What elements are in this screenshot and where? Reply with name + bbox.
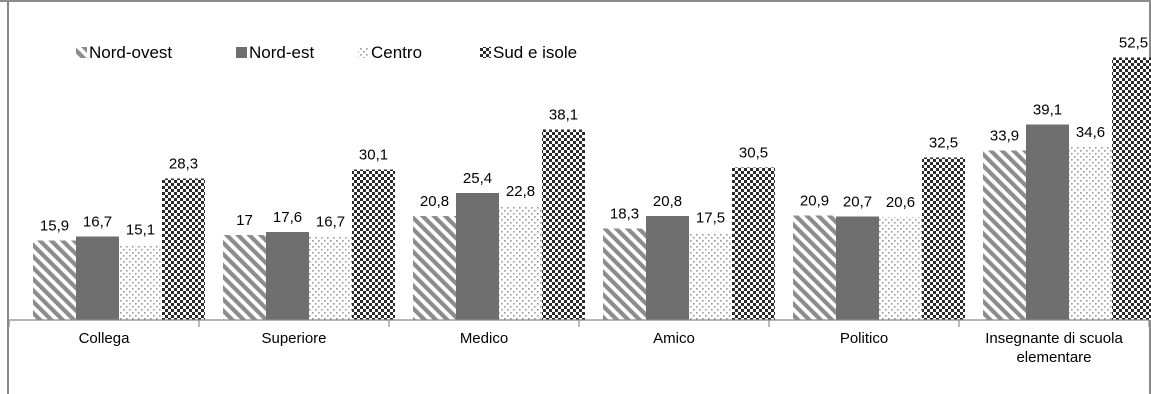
bars	[33, 57, 1151, 320]
value-label-centro-5: 20,6	[886, 194, 915, 211]
bar-centro-2	[309, 236, 352, 320]
category-label-6: Insegnante di scuola elementare	[985, 330, 1123, 366]
bar-nord-est-2	[266, 232, 309, 320]
legend-swatch-nord-est	[236, 47, 247, 58]
value-labels: 15,9 17 20,8 18,3 20,9 33,9 16,7 17,6 25,4 20,8 20…	[40, 35, 1148, 239]
bar-nord-ovest-3	[413, 216, 456, 320]
bar-nord-ovest-2	[223, 235, 266, 320]
bar-centro-5	[879, 217, 922, 320]
value-label-sud-e-isole-6: 52,5	[1119, 35, 1148, 52]
value-label-nord-ovest-1: 15,9	[40, 218, 69, 235]
value-label-sud-e-isole-2: 30,1	[359, 147, 388, 164]
legend-swatch-centro	[358, 47, 369, 58]
value-label-centro-1: 15,1	[126, 222, 155, 239]
value-label-centro-6: 34,6	[1076, 124, 1105, 141]
bar-nord-ovest-6	[983, 150, 1026, 320]
category-label-3: Medico	[460, 330, 508, 347]
value-label-centro-2: 16,7	[316, 214, 345, 231]
value-label-nord-est-3: 25,4	[463, 170, 492, 187]
category-label-2: Superiore	[261, 330, 326, 347]
bar-centro-3	[499, 206, 542, 320]
category-label-5: Politico	[840, 330, 888, 347]
bar-sud-e-isole-5	[922, 157, 965, 320]
value-label-nord-est-4: 20,8	[653, 193, 682, 210]
legend-swatch-nord-ovest	[76, 47, 87, 58]
bar-sud-e-isole-3	[542, 129, 585, 320]
legend: Nord-ovest Nord-est Centro Sud e isole	[76, 43, 577, 62]
value-label-nord-est-6: 39,1	[1033, 102, 1062, 119]
x-axis	[8, 319, 1150, 327]
bar-centro-4	[689, 232, 732, 320]
bar-sud-e-isole-4	[732, 167, 775, 320]
value-label-nord-ovest-5: 20,9	[800, 193, 829, 210]
value-label-sud-e-isole-1: 28,3	[169, 156, 198, 173]
legend-label-sud-e-isole: Sud e isole	[493, 43, 577, 62]
legend-label-nord-est: Nord-est	[249, 43, 314, 62]
category-labels: Collega Superiore Medico Amico Politico Inseg…	[79, 330, 1124, 366]
value-label-sud-e-isole-3: 38,1	[549, 107, 578, 124]
legend-label-centro: Centro	[371, 43, 422, 62]
value-label-nord-ovest-4: 18,3	[610, 206, 639, 223]
bar-sud-e-isole-2	[352, 169, 395, 320]
bar-centro-1	[119, 244, 162, 320]
value-label-nord-ovest-6: 33,9	[990, 128, 1019, 145]
bar-nord-ovest-5	[793, 215, 836, 320]
value-label-nord-est-2: 17,6	[273, 209, 302, 226]
value-label-sud-e-isole-5: 32,5	[929, 135, 958, 152]
value-label-nord-est-5: 20,7	[843, 194, 872, 211]
value-label-sud-e-isole-4: 30,5	[739, 145, 768, 162]
category-label-1: Collega	[79, 330, 131, 347]
value-label-centro-3: 22,8	[506, 183, 535, 200]
bar-nord-est-4	[646, 216, 689, 320]
value-label-nord-est-1: 16,7	[83, 214, 112, 231]
bar-nord-est-3	[456, 193, 499, 320]
bar-centro-6	[1069, 147, 1112, 320]
value-label-centro-4: 17,5	[696, 210, 725, 227]
bar-nord-ovest-4	[603, 228, 646, 320]
category-label-4: Amico	[653, 330, 695, 347]
value-label-nord-ovest-3: 20,8	[420, 193, 449, 210]
bar-sud-e-isole-6	[1112, 57, 1151, 320]
bar-sud-e-isole-1	[162, 178, 205, 320]
value-label-nord-ovest-2: 17	[236, 212, 253, 229]
bar-nord-est-1	[76, 236, 119, 320]
bar-nord-est-6	[1026, 124, 1069, 320]
legend-swatch-sud-e-isole	[480, 47, 491, 58]
bar-nord-ovest-1	[33, 240, 76, 320]
legend-label-nord-ovest: Nord-ovest	[89, 43, 172, 62]
bar-nord-est-5	[836, 216, 879, 320]
